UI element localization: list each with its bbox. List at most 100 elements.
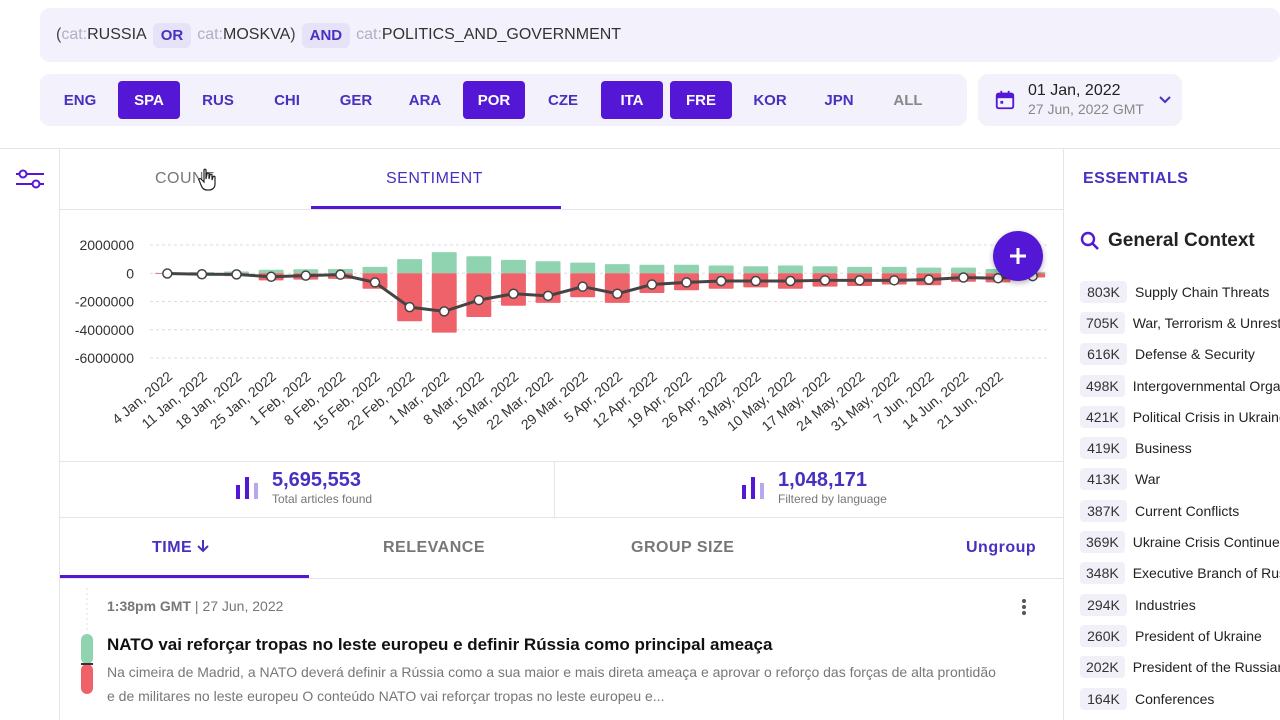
positive-bar	[570, 262, 596, 274]
query-category-russia: cat: RUSSIA	[61, 26, 147, 43]
essentials-item[interactable]: 294K Industries	[1080, 589, 1280, 620]
essentials-item[interactable]: 498K Intergovernmental Organizations	[1080, 370, 1280, 401]
language-button-cze[interactable]: CZE	[548, 91, 578, 109]
essentials-item-count: 421K	[1080, 405, 1125, 428]
essentials-item[interactable]: 202K President of the Russian Federation	[1080, 652, 1280, 683]
language-button-jpn[interactable]: JPN	[824, 91, 854, 109]
essentials-item-count: 294K	[1080, 593, 1127, 616]
language-button-fre[interactable]: FRE	[670, 81, 732, 119]
filter-sliders-icon[interactable]	[14, 168, 46, 190]
language-button-kor[interactable]: KOR	[753, 91, 787, 109]
language-button-chi[interactable]: CHI	[274, 91, 300, 109]
negative-bar	[431, 273, 457, 333]
essentials-item-label: Business	[1135, 440, 1192, 457]
essentials-title[interactable]: ESSENTIALS	[1083, 170, 1189, 187]
right-panel-divider	[1063, 148, 1064, 720]
tab-sentiment[interactable]: SENTIMENT	[386, 170, 483, 187]
query-operator-and[interactable]: AND	[301, 22, 351, 48]
essentials-item-label: Industries	[1135, 596, 1196, 613]
filtered-articles-label: Filtered by language	[778, 492, 887, 506]
net-sentiment-point	[196, 268, 208, 280]
language-button-por[interactable]: POR	[463, 81, 525, 119]
sort-tab-time[interactable]: TIME	[152, 539, 209, 557]
net-sentiment-point	[508, 288, 519, 299]
negative-bar	[604, 273, 630, 303]
essentials-item-label: Supply Chain Threats	[1135, 283, 1270, 300]
essentials-item-count: 616K	[1080, 343, 1127, 366]
total-articles-label: Total articles found	[272, 492, 373, 506]
tabs-divider	[60, 209, 1063, 210]
article-time: 1:38pm GMT	[107, 598, 192, 614]
essentials-item[interactable]: 419K Business	[1080, 432, 1280, 463]
header-divider	[0, 148, 1280, 149]
y-tick-label: 2000000	[79, 237, 134, 253]
arrow-down-icon	[197, 540, 209, 553]
essentials-item[interactable]: 421K Political Crisis in Ukraine	[1080, 401, 1280, 432]
language-button-ara[interactable]: ARA	[408, 91, 442, 109]
stats-bottom-divider	[60, 517, 1063, 518]
language-button-rus[interactable]: RUS	[202, 91, 234, 109]
article-title[interactable]: NATO vai reforçar tropas no leste europe…	[107, 635, 773, 654]
positive-bar	[881, 266, 907, 274]
essentials-list: 803K Supply Chain Threats 705K War, Terrori…	[1080, 276, 1280, 714]
filtered-articles-value: 1,048,171	[778, 469, 867, 491]
tab-count[interactable]: COUNT	[155, 170, 215, 187]
article-date: 27 Jun, 2022	[202, 598, 284, 614]
chevron-down-icon[interactable]	[1158, 95, 1172, 105]
query-bar[interactable]: ( cat: RUSSIA OR cat: MOSKVA ) AND cat: POL…	[40, 8, 1280, 62]
positive-bar	[812, 266, 838, 274]
essentials-item[interactable]: 705K War, Terrorism & Unrest	[1080, 307, 1280, 338]
query-paren-open: (	[56, 26, 62, 43]
net-sentiment-point	[473, 294, 485, 306]
net-sentiment-point	[854, 275, 865, 286]
positive-bar	[951, 267, 976, 274]
y-tick-label: -4000000	[75, 322, 134, 338]
positive-bar	[604, 264, 630, 274]
essentials-item-count: 413K	[1080, 468, 1127, 491]
essentials-item-count: 387K	[1080, 499, 1127, 522]
filtered-articles-stat: 1,048,171 Filtered by language	[740, 469, 887, 506]
essentials-item-label: Executive Branch of Russia	[1132, 565, 1280, 582]
net-sentiment-point	[335, 269, 346, 280]
essentials-item[interactable]: 348K Executive Branch of Russia	[1080, 558, 1280, 589]
essentials-item-label: Defense & Security	[1135, 346, 1255, 363]
net-sentiment-point	[785, 275, 796, 287]
date-range-end: 27 Jun, 2022 GMT	[1028, 101, 1144, 118]
essentials-item[interactable]: 164K Conferences	[1080, 683, 1280, 714]
net-sentiment-point	[231, 269, 242, 280]
more-options-icon[interactable]	[1016, 598, 1032, 616]
query-category-moskva: cat: MOSKVA	[197, 26, 291, 43]
article-timestamp: 1:38pm GMT | 27 Jun, 2022	[107, 598, 284, 614]
language-button-all[interactable]: ALL	[893, 91, 923, 109]
positive-bar	[743, 266, 769, 274]
ungroup-button[interactable]: Ungroup	[966, 539, 1037, 556]
language-button-eng[interactable]: ENG	[63, 91, 97, 109]
y-tick-label: -6000000	[75, 350, 134, 366]
net-sentiment-point	[369, 277, 381, 288]
language-button-ger[interactable]: GER	[339, 91, 373, 109]
essentials-item-label: President of the Russian Federation	[1132, 659, 1280, 676]
net-sentiment-point	[888, 275, 900, 286]
language-button-spa[interactable]: SPA	[118, 81, 180, 119]
essentials-item-label: Ukraine Crisis Continues	[1132, 534, 1280, 551]
net-sentiment-point	[438, 306, 450, 317]
language-filter-bar: ENG SPA RUS CHI GER ARA POR CZE ITA FRE KOR JPN ALL	[40, 74, 967, 126]
sort-tab-relevance[interactable]: RELEVANCE	[383, 539, 485, 556]
essentials-item[interactable]: 387K Current Conflicts	[1080, 495, 1280, 526]
essentials-item[interactable]: 369K Ukraine Crisis Continues	[1080, 526, 1280, 557]
essentials-item[interactable]: 260K President of Ukraine	[1080, 620, 1280, 651]
query-operator-or[interactable]: OR	[152, 22, 192, 48]
essentials-item[interactable]: 803K Supply Chain Threats	[1080, 276, 1280, 307]
sentiment-indicator	[81, 588, 93, 694]
y-tick-label: -2000000	[75, 294, 134, 310]
add-button[interactable]	[993, 231, 1043, 281]
language-button-ita[interactable]: ITA	[601, 81, 663, 119]
date-range-picker[interactable]: 01 Jan, 2022 27 Jun, 2022 GMT	[978, 74, 1182, 126]
essentials-item[interactable]: 413K War	[1080, 464, 1280, 495]
essentials-item[interactable]: 616K Defense & Security	[1080, 339, 1280, 370]
net-sentiment-point	[404, 301, 415, 313]
net-sentiment-point	[577, 281, 588, 292]
date-range-start: 01 Jan, 2022	[1028, 82, 1121, 100]
essentials-item-label: President of Ukraine	[1135, 627, 1262, 644]
sort-tab-group-size[interactable]: GROUP SIZE	[631, 539, 735, 556]
